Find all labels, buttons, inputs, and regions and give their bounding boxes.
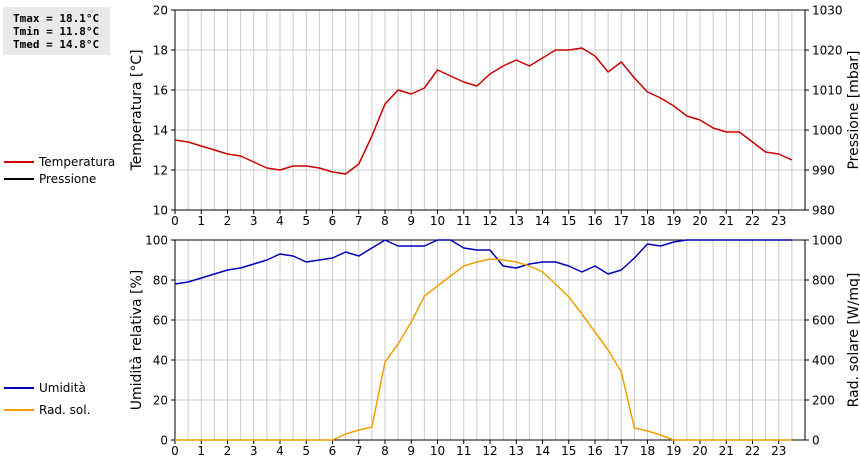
legend-label-solar: Rad. sol.	[39, 403, 91, 417]
x-tick-label: 15	[561, 214, 576, 228]
y2-tick-label: 800	[812, 274, 835, 288]
x-tick-label: 17	[614, 214, 629, 228]
x-tick-label: 6	[329, 444, 337, 458]
x-tick-label: 8	[381, 214, 389, 228]
x-tick-label: 7	[355, 444, 363, 458]
x-tick-label: 11	[456, 444, 471, 458]
legend-swatch-pressure	[4, 178, 34, 180]
y-tick-label: 14	[153, 124, 168, 138]
x-tick-label: 14	[535, 214, 550, 228]
x-tick-label: 5	[302, 444, 310, 458]
y2-tick-label: 1020	[812, 44, 843, 58]
legend-swatch-solar	[4, 409, 34, 411]
y2-tick-label: 1010	[812, 84, 843, 98]
y2-axis-label: Rad. solare [W/mq]	[846, 273, 860, 408]
y2-tick-label: 980	[812, 204, 835, 218]
x-tick-label: 14	[535, 444, 550, 458]
x-tick-label: 21	[719, 214, 734, 228]
x-tick-label: 18	[640, 214, 655, 228]
x-tick-label: 22	[745, 444, 760, 458]
x-tick-label: 3	[250, 444, 258, 458]
tmin-text: Tmin = 11.8°C	[13, 25, 100, 38]
y-tick-label: 18	[153, 44, 168, 58]
x-tick-label: 15	[561, 444, 576, 458]
series-line-humidity	[174, 239, 792, 285]
tmax-text: Tmax = 18.1°C	[13, 12, 100, 25]
y-tick-label: 80	[153, 274, 168, 288]
x-tick-label: 5	[302, 214, 310, 228]
y-tick-label: 40	[153, 354, 168, 368]
x-tick-label: 1	[197, 214, 205, 228]
y2-tick-label: 1000	[812, 234, 843, 248]
y2-tick-label: 1030	[812, 4, 843, 18]
y2-tick-label: 600	[812, 314, 835, 328]
y2-axis-label: Pressione [mbar]	[846, 50, 860, 169]
x-tick-label: 11	[456, 214, 471, 228]
legend-swatch-temperature	[4, 161, 34, 163]
legend-swatch-humidity	[4, 387, 34, 389]
x-tick-label: 4	[276, 444, 284, 458]
legend-label-humidity: Umidità	[39, 381, 86, 395]
x-tick-label: 9	[407, 444, 415, 458]
x-tick-label: 23	[771, 214, 786, 228]
x-tick-label: 0	[171, 214, 179, 228]
y-tick-label: 20	[153, 394, 168, 408]
y-axis-label: Temperatura [°C]	[129, 49, 145, 171]
x-tick-label: 1	[197, 444, 205, 458]
x-tick-label: 20	[692, 214, 707, 228]
y-tick-label: 0	[160, 434, 168, 448]
x-tick-label: 23	[771, 444, 786, 458]
y2-tick-label: 1000	[812, 124, 843, 138]
x-tick-label: 19	[666, 444, 681, 458]
legend-label-pressure: Pressione	[39, 172, 97, 186]
x-tick-label: 4	[276, 214, 284, 228]
x-tick-label: 2	[224, 444, 232, 458]
x-tick-label: 12	[482, 214, 497, 228]
y2-tick-label: 400	[812, 354, 835, 368]
x-tick-label: 16	[587, 214, 602, 228]
y-tick-label: 10	[153, 204, 168, 218]
y2-tick-label: 0	[812, 434, 820, 448]
x-tick-label: 0	[171, 444, 179, 458]
series-line-temperature	[174, 47, 793, 175]
y-tick-label: 60	[153, 314, 168, 328]
x-tick-label: 17	[614, 444, 629, 458]
x-tick-label: 8	[381, 444, 389, 458]
y-tick-label: 16	[153, 84, 168, 98]
x-tick-label: 16	[587, 444, 602, 458]
legend-label-temperature: Temperatura	[39, 155, 116, 169]
x-tick-label: 2	[224, 214, 232, 228]
tmed-text: Tmed = 14.8°C	[13, 38, 100, 51]
y2-tick-label: 990	[812, 164, 835, 178]
stats-box: Tmax = 18.1°C Tmin = 11.8°C Tmed = 14.8°…	[3, 7, 110, 55]
x-tick-label: 10	[430, 444, 445, 458]
series-line-solar	[175, 258, 792, 441]
x-tick-label: 20	[692, 444, 707, 458]
x-tick-label: 21	[719, 444, 734, 458]
x-tick-label: 6	[329, 214, 337, 228]
x-tick-label: 7	[355, 214, 363, 228]
x-tick-label: 13	[509, 214, 524, 228]
y-tick-label: 20	[153, 4, 168, 18]
x-tick-label: 19	[666, 214, 681, 228]
x-tick-label: 9	[407, 214, 415, 228]
y-axis-label: Umidità relativa [%]	[129, 270, 145, 411]
y-tick-label: 100	[145, 234, 168, 248]
y-tick-label: 12	[153, 164, 168, 178]
x-tick-label: 22	[745, 214, 760, 228]
x-tick-label: 12	[482, 444, 497, 458]
x-tick-label: 3	[250, 214, 258, 228]
x-tick-label: 18	[640, 444, 655, 458]
y2-tick-label: 200	[812, 394, 835, 408]
x-tick-label: 10	[430, 214, 445, 228]
x-tick-label: 13	[509, 444, 524, 458]
